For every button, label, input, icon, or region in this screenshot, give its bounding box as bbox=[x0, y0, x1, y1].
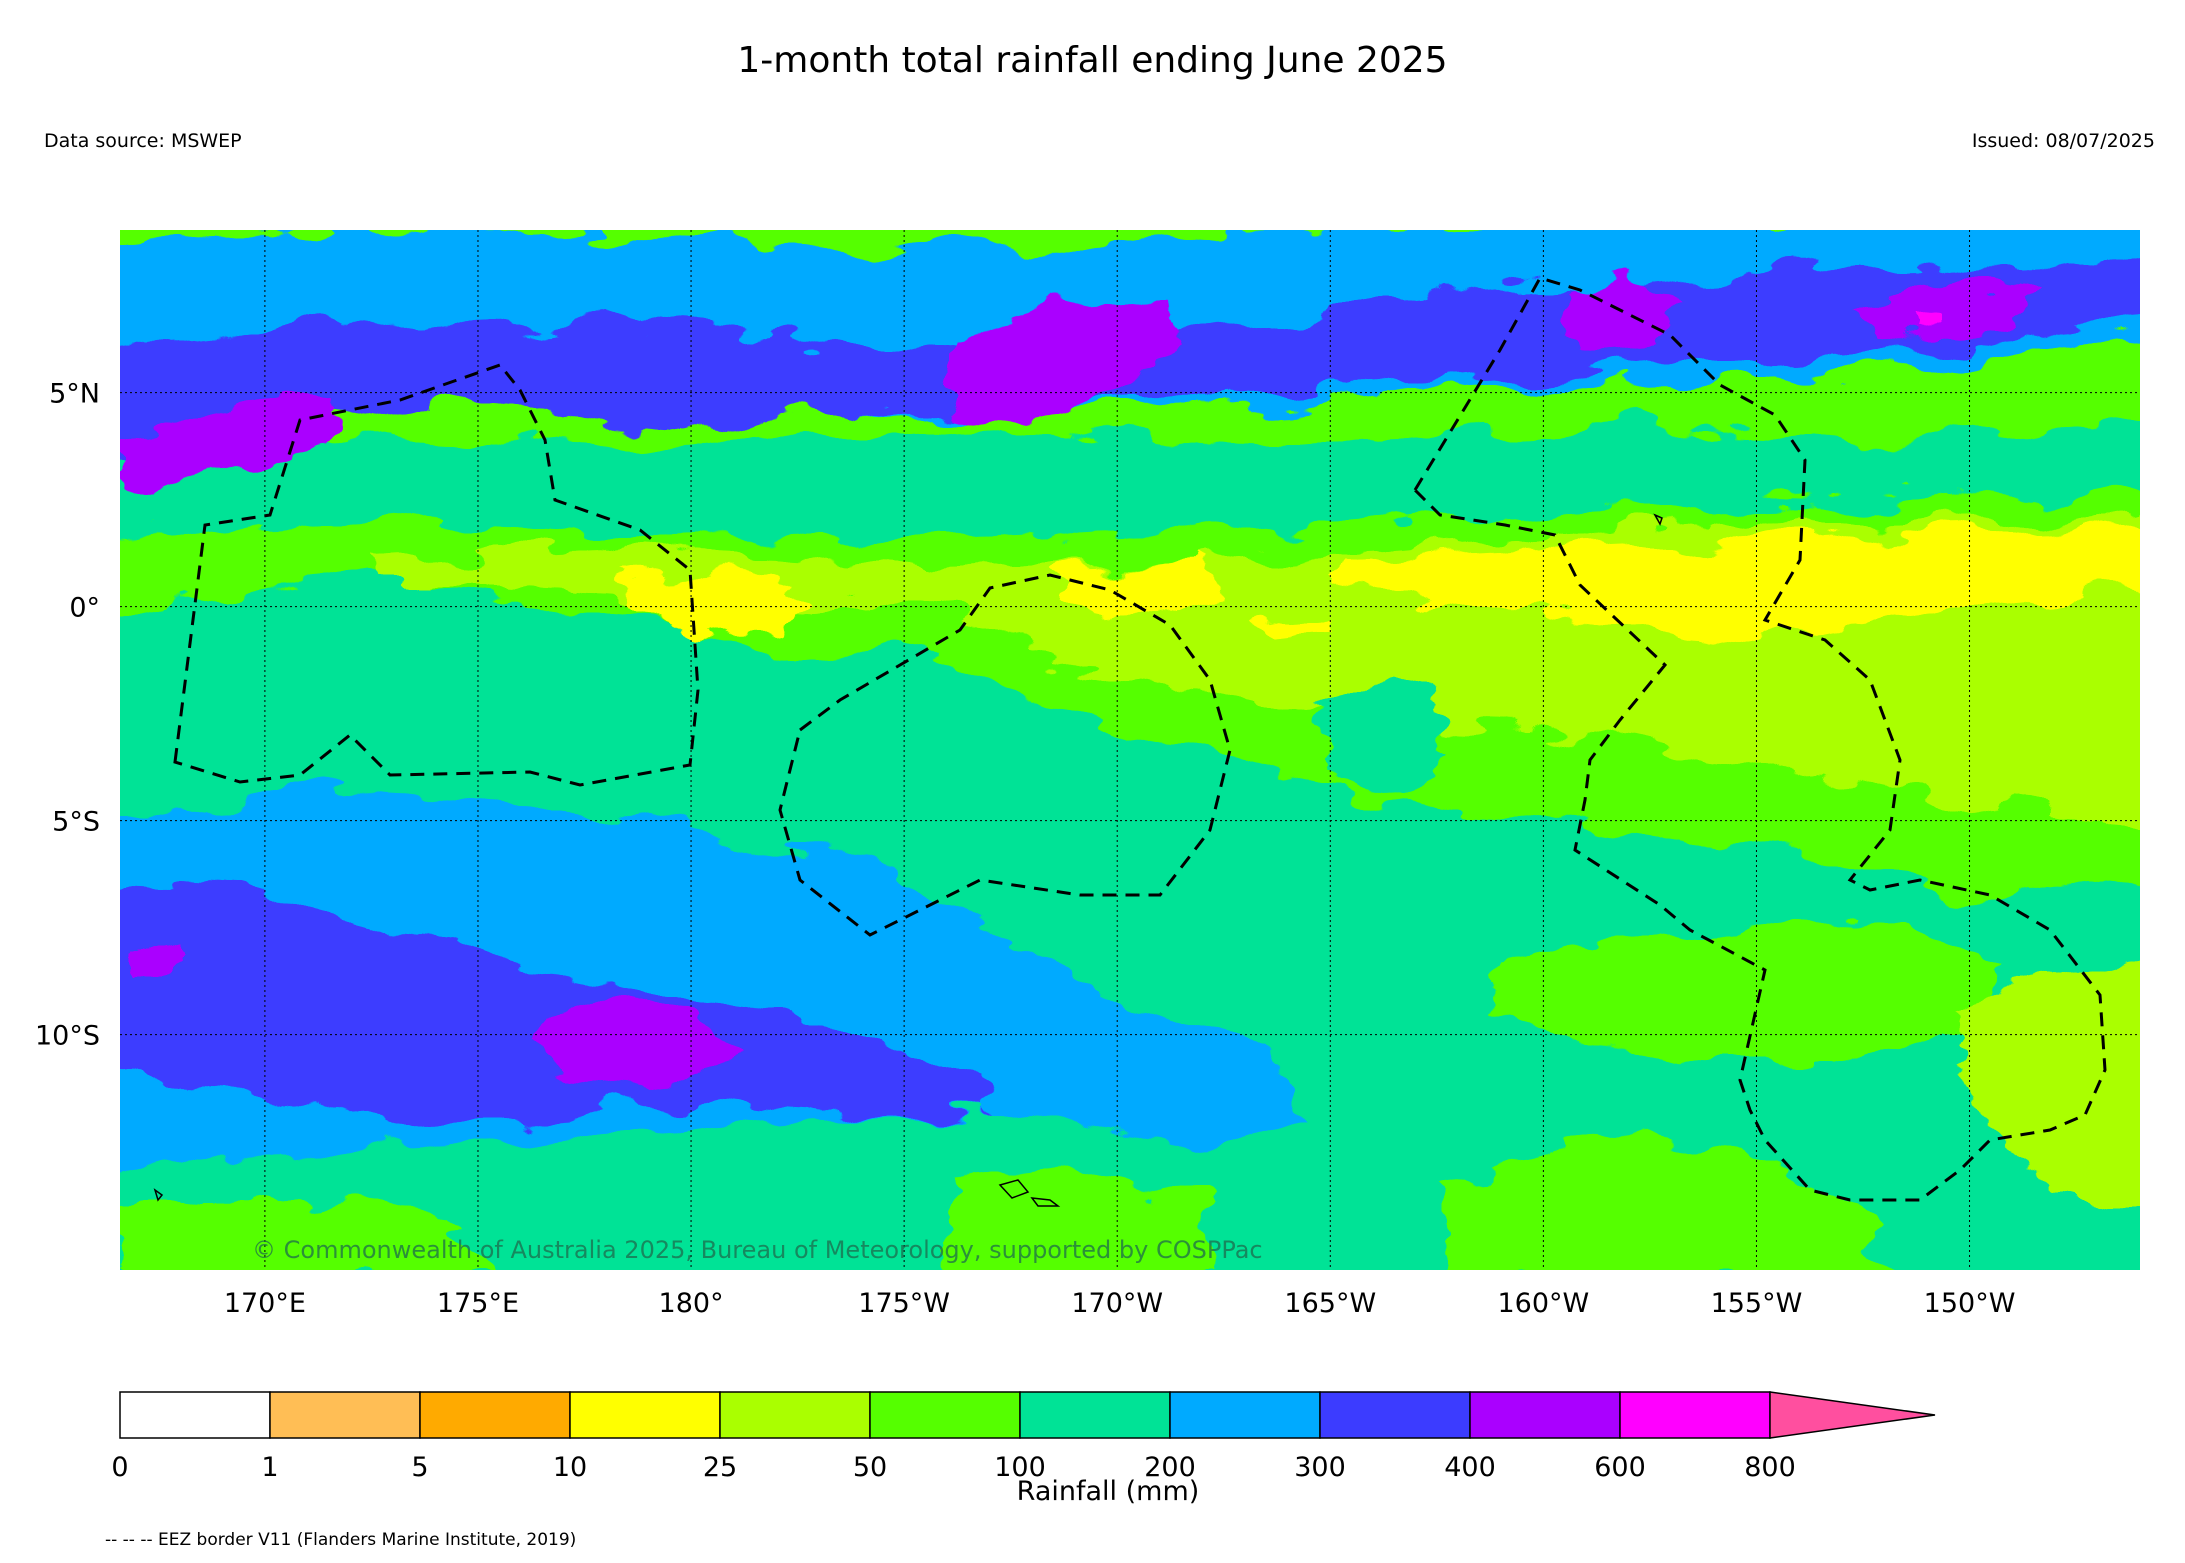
legend-swatch bbox=[1169, 1391, 1321, 1439]
legend-swatch bbox=[1019, 1391, 1171, 1439]
lon-tick-label: 150°W bbox=[1924, 1288, 2016, 1319]
data-source-label: Data source: MSWEP bbox=[44, 130, 242, 152]
legend-tick-label: 400 bbox=[1444, 1452, 1496, 1483]
legend-swatch bbox=[1319, 1391, 1471, 1439]
issued-date-label: Issued: 08/07/2025 bbox=[1971, 130, 2155, 152]
rainfall-field bbox=[120, 230, 2140, 1270]
lon-tick-label: 180° bbox=[659, 1288, 724, 1319]
eez-border-tuvalu bbox=[173, 363, 700, 787]
lon-tick-label: 175°E bbox=[437, 1288, 519, 1319]
legend-swatch bbox=[269, 1391, 421, 1439]
longitude-labels: 170°E 175°E 180° 175°W 170°W 165°W 160°W 155°W 1… bbox=[224, 1288, 2016, 1319]
legend-tick-label: 25 bbox=[703, 1452, 737, 1483]
lat-tick-label: 0° bbox=[69, 593, 100, 624]
lon-tick-label: 175°W bbox=[858, 1288, 950, 1319]
legend-swatch bbox=[1619, 1391, 1771, 1439]
island-outline bbox=[998, 1179, 1030, 1199]
legend-tick-label: 0 bbox=[111, 1452, 128, 1483]
legend-tick-label: 100 bbox=[994, 1452, 1046, 1483]
lon-tick-label: 170°W bbox=[1071, 1288, 1163, 1319]
island-outline bbox=[1030, 1197, 1061, 1207]
eez-border-kiribati-line bbox=[1413, 276, 2107, 1202]
island-outlines bbox=[153, 513, 1663, 1207]
lon-tick-label: 160°W bbox=[1498, 1288, 1590, 1319]
legend-tick-label: 200 bbox=[1144, 1452, 1196, 1483]
legend-tick-label: 300 bbox=[1294, 1452, 1346, 1483]
latitude-labels: 5°N 0° 5°S 10°S bbox=[35, 379, 100, 1052]
legend-tick-label: 5 bbox=[411, 1452, 428, 1483]
map-title: 1-month total rainfall ending June 2025 bbox=[737, 40, 1448, 81]
rainfall-legend: 0 1 5 10 25 50 100 200 300 400 600 800 bbox=[111, 1391, 1936, 1483]
eez-footnote: -- -- -- EEZ border V11 (Flanders Marine… bbox=[105, 1530, 577, 1550]
lat-tick-label: 5°N bbox=[49, 379, 100, 410]
gridlines bbox=[120, 230, 2140, 1270]
legend-tick-label: 50 bbox=[853, 1452, 887, 1483]
lon-tick-label: 155°W bbox=[1711, 1288, 1803, 1319]
legend-swatch bbox=[419, 1391, 571, 1439]
lat-tick-label: 10°S bbox=[35, 1021, 100, 1052]
legend-extend-arrow bbox=[1769, 1391, 1936, 1439]
legend-swatch bbox=[1469, 1391, 1621, 1439]
copyright-text: © Commonwealth of Australia 2025, Bureau… bbox=[252, 1236, 1263, 1264]
lat-tick-label: 5°S bbox=[52, 807, 100, 838]
island-outline bbox=[153, 1188, 164, 1202]
legend-tick-label: 1 bbox=[261, 1452, 278, 1483]
legend-swatch bbox=[119, 1391, 271, 1439]
legend-swatch bbox=[719, 1391, 871, 1439]
legend-tick-label: 800 bbox=[1744, 1452, 1796, 1483]
island-outline bbox=[1653, 513, 1663, 526]
legend-swatch bbox=[569, 1391, 721, 1439]
legend-swatch bbox=[869, 1391, 1021, 1439]
legend-title: Rainfall (mm) bbox=[1017, 1476, 1200, 1507]
eez-borders bbox=[173, 276, 2107, 1202]
legend-tick-label: 10 bbox=[553, 1452, 587, 1483]
lon-tick-label: 165°W bbox=[1284, 1288, 1376, 1319]
legend-tick-label: 600 bbox=[1594, 1452, 1646, 1483]
lon-tick-label: 170°E bbox=[224, 1288, 306, 1319]
